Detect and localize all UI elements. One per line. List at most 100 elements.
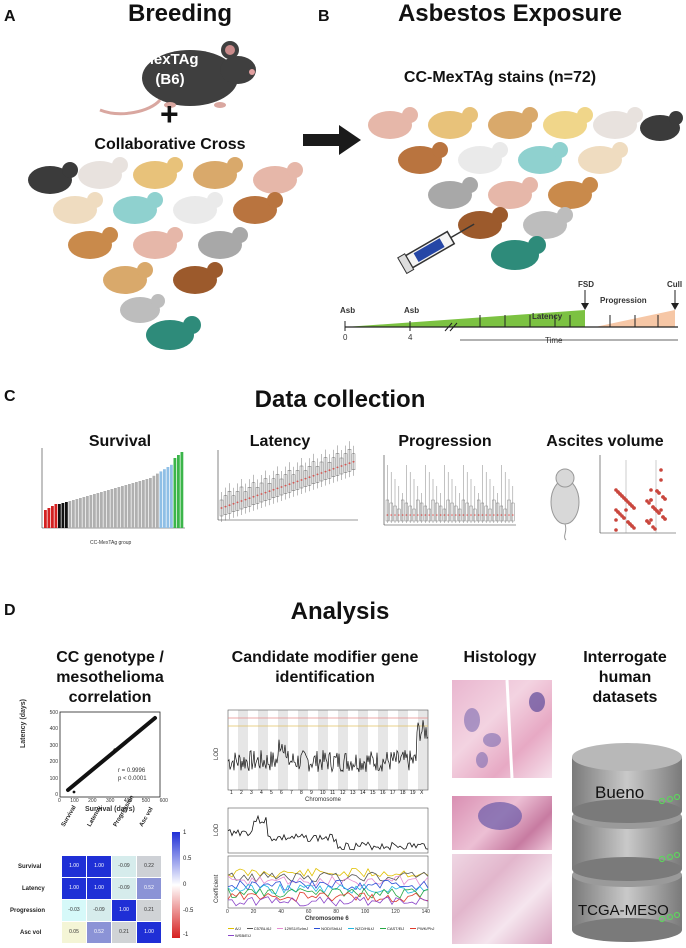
coef-legend: A/J C57BL/6J 129S1/SvImJ NOD/ShiLtJ NZO/HlLt… (228, 926, 438, 938)
progression-box (450, 502, 454, 522)
lod-chrom-band (258, 710, 268, 790)
latency-box (291, 474, 296, 491)
progression-box (495, 502, 500, 522)
corr-row-label: Survival (18, 864, 42, 870)
mextag-label-line1: MexTAg (141, 51, 199, 68)
histology-nodules (464, 679, 545, 779)
survival-bar-chart (41, 448, 185, 529)
coef-legend-item: NZO/HlLtJ (348, 926, 374, 931)
latency-box (315, 466, 320, 483)
lod-chrom-band (238, 710, 248, 790)
lod-chrom-label: 11 (330, 790, 336, 796)
corr-row-label: Asc vol (20, 930, 42, 936)
progression-box (439, 505, 443, 522)
survival-bar (124, 485, 128, 528)
latency-point (348, 462, 351, 465)
latency-point (248, 497, 251, 500)
progression-point (398, 514, 400, 516)
data-collection-title: Data collection (254, 386, 426, 413)
progression-box (393, 505, 397, 522)
scatter-xtick: 300 (106, 798, 115, 804)
ascites-point (647, 501, 651, 505)
scatter-ytick: 100 (49, 775, 58, 782)
progression-box (423, 505, 427, 522)
latency-point (300, 479, 303, 481)
progression-box (476, 499, 481, 522)
corr-scale-label: -0.5 (183, 908, 194, 914)
latency-point (240, 500, 243, 502)
survival-bar (47, 508, 51, 528)
ascites-point (649, 488, 653, 492)
ascites-point (630, 524, 634, 528)
latency-title: Latency (249, 433, 311, 450)
ascites-point (649, 518, 653, 522)
progression-box (492, 499, 496, 522)
ascites-mouse-icon (550, 468, 580, 541)
survival-bar (58, 504, 61, 528)
progression-box (412, 508, 416, 522)
latency-box (271, 478, 276, 498)
survival-bar (65, 502, 68, 528)
timeline-tick-4: 4 (408, 333, 413, 342)
panel-letter-a: A (4, 8, 16, 25)
coef-legend-item: A/J (228, 926, 241, 931)
chr6-lod-plot (227, 807, 429, 854)
coef-series-line (227, 896, 429, 907)
survival-bar (107, 490, 110, 528)
lod-chrom-label: 16 (380, 790, 386, 796)
latency-box (279, 478, 284, 496)
progression-box (408, 505, 412, 522)
timeline-latency: Latency (532, 312, 563, 321)
lod-chrom-labels: 1 2 3 4 5 6 7 8 9 10 11 12 13 14 15 16 17 18 19 X (228, 790, 428, 798)
lod-chrom-band (358, 710, 368, 790)
ascites-point (663, 497, 667, 501)
scatter-xtick: 600 (159, 798, 168, 804)
progression-box (473, 508, 477, 522)
mouse (28, 162, 78, 194)
ascites-point (624, 508, 628, 512)
progression-box (404, 502, 408, 522)
progression-box (457, 508, 462, 522)
lod-chrom-label: X (420, 790, 424, 796)
latency-point (280, 486, 283, 488)
ascites-point (657, 511, 661, 515)
lod-chrom-label: 12 (340, 790, 346, 796)
cc-mextag-strains-label: CC-MexTAg stains (n=72) (403, 69, 597, 86)
lod-chrom-band (418, 710, 428, 790)
progression-box (461, 499, 465, 522)
survival-bar (138, 481, 142, 528)
progression-point (508, 514, 510, 516)
survival-bar (93, 494, 96, 528)
progression-box (511, 502, 515, 522)
coef-legend-item: PWK/PhJ (410, 926, 434, 931)
latency-point (244, 498, 247, 501)
latency-box (267, 483, 272, 500)
corr-row-label: Latency (22, 886, 45, 892)
latency-box (275, 474, 280, 497)
survival-bar (103, 491, 107, 528)
lod-ylabel: LOD (214, 747, 220, 760)
lod-chrom-label: 18 (400, 790, 406, 796)
survival-bar (170, 464, 173, 528)
dataset-tcga-meso: TCGA-MESO (578, 902, 669, 919)
latency-box (283, 474, 288, 494)
latency-point (344, 463, 347, 466)
analysis-title: Analysis (290, 598, 390, 625)
progression-point (504, 514, 506, 516)
latency-point (332, 467, 335, 470)
latency-box (263, 478, 268, 501)
genome-lod-plot (227, 709, 429, 791)
survival-bar (121, 486, 124, 528)
scatter-xlabel: Survival (days) (85, 806, 135, 813)
latency-box (227, 491, 232, 514)
lod-chrom-band (318, 710, 328, 790)
progression-box (385, 499, 389, 522)
corr-cell: 0.52 (137, 878, 161, 899)
survival-bar (54, 504, 58, 528)
corr-cell: 0.05 (62, 922, 86, 943)
latency-box (339, 457, 344, 475)
latency-boxplot (217, 441, 358, 522)
lod-chrom-label: 3 (250, 790, 253, 796)
cc-mice-pyramid-b (368, 107, 683, 270)
latency-box (231, 495, 236, 512)
